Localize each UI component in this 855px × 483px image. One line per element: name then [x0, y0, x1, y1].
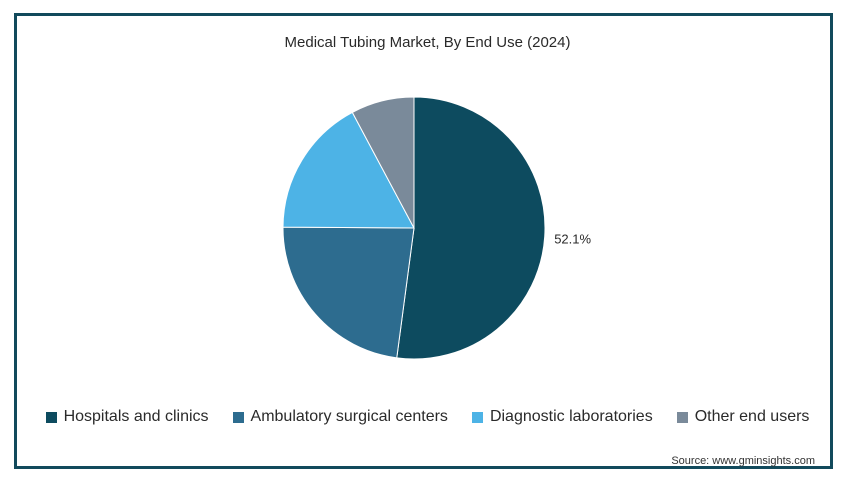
pie-slice-2 — [282, 226, 415, 359]
legend-label: Diagnostic laboratories — [489, 408, 653, 425]
legend-swatch — [676, 411, 688, 423]
pie-slices — [282, 96, 546, 360]
pie-slice-1 — [396, 96, 546, 360]
legend-item-3: Diagnostic laboratories — [471, 408, 653, 426]
pie-slice-4 — [351, 96, 415, 229]
pie-slice-3 — [282, 111, 415, 229]
pie-data-labels: 52.1% — [554, 231, 591, 246]
legend-swatch — [45, 411, 57, 423]
source-note: Source: www.gminsights.com — [671, 455, 815, 467]
legend-item-2: Ambulatory surgical centers — [232, 408, 448, 426]
legend-label: Ambulatory surgical centers — [250, 408, 448, 425]
legend-label: Hospitals and clinics — [63, 408, 209, 425]
legend-swatch — [232, 411, 244, 423]
legend-item-4: Other end users — [676, 408, 810, 426]
chart-legend: Hospitals and clinics Ambulatory surgical… — [0, 408, 855, 426]
legend-swatch — [471, 411, 483, 423]
legend-label: Other end users — [694, 408, 810, 425]
data-label-1: 52.1% — [554, 231, 591, 246]
legend-item-1: Hospitals and clinics — [45, 408, 209, 426]
chart-title: Medical Tubing Market, By End Use (2024) — [284, 34, 571, 51]
